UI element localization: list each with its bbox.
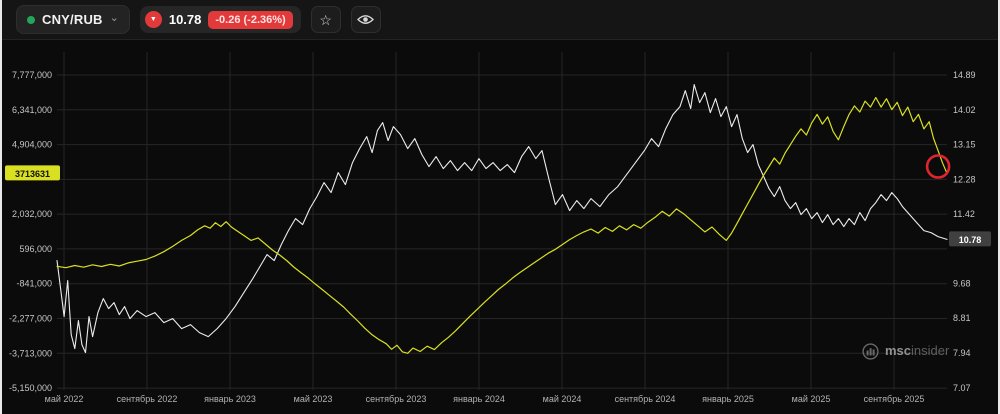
svg-text:8.81: 8.81 xyxy=(953,313,971,323)
star-icon: ☆ xyxy=(319,11,332,28)
watchlist-button[interactable] xyxy=(350,6,381,33)
svg-text:сентябрь 2023: сентябрь 2023 xyxy=(366,394,427,404)
favorite-button[interactable]: ☆ xyxy=(310,6,341,33)
symbol-label: CNY/RUB xyxy=(42,12,103,27)
svg-text:-841,000: -841,000 xyxy=(16,279,52,289)
svg-text:13.15: 13.15 xyxy=(953,140,976,150)
toolbar: CNY/RUB ⌄ ▼ 10.78 -0.26 (-2.36%) ☆ xyxy=(2,0,998,40)
svg-text:сентябрь 2022: сентябрь 2022 xyxy=(117,394,178,404)
svg-text:14.02: 14.02 xyxy=(953,105,976,115)
svg-text:январь 2023: январь 2023 xyxy=(204,394,256,404)
last-price: 10.78 xyxy=(168,12,202,27)
svg-text:4,904,000: 4,904,000 xyxy=(12,140,52,150)
svg-text:10.78: 10.78 xyxy=(959,235,982,245)
svg-text:11.42: 11.42 xyxy=(953,209,975,219)
svg-text:май 2023: май 2023 xyxy=(294,394,333,404)
market-open-dot xyxy=(27,15,35,24)
arrow-down-icon: ▼ xyxy=(144,11,162,28)
svg-text:6,341,000: 6,341,000 xyxy=(12,105,52,115)
price-change: -0.26 (-2.36%) xyxy=(208,10,293,29)
svg-text:3713631: 3713631 xyxy=(15,169,50,179)
svg-text:7,777,000: 7,777,000 xyxy=(12,70,52,80)
chevron-down-icon: ⌄ xyxy=(109,11,119,24)
svg-text:-3,713,000: -3,713,000 xyxy=(9,348,52,358)
svg-text:май 2022: май 2022 xyxy=(45,394,84,404)
svg-text:январь 2024: январь 2024 xyxy=(453,394,505,404)
svg-text:7.94: 7.94 xyxy=(953,348,971,358)
svg-text:сентябрь 2025: сентябрь 2025 xyxy=(864,394,925,404)
svg-text:-5,150,000: -5,150,000 xyxy=(9,383,52,393)
svg-text:14.89: 14.89 xyxy=(953,70,976,80)
svg-text:2,032,000: 2,032,000 xyxy=(12,209,52,219)
svg-text:май 2024: май 2024 xyxy=(543,394,582,404)
svg-text:596,000: 596,000 xyxy=(19,244,52,254)
svg-text:12.28: 12.28 xyxy=(953,174,976,184)
svg-text:май 2025: май 2025 xyxy=(792,394,831,404)
svg-text:7.07: 7.07 xyxy=(953,383,971,393)
svg-text:сентябрь 2024: сентябрь 2024 xyxy=(615,394,676,404)
symbol-selector[interactable]: CNY/RUB ⌄ xyxy=(16,5,130,34)
svg-text:-2,277,000: -2,277,000 xyxy=(9,314,52,324)
svg-text:9.68: 9.68 xyxy=(953,278,971,288)
eye-icon xyxy=(357,15,375,24)
price-change-badge: ▼ 10.78 -0.26 (-2.36%) xyxy=(139,6,301,33)
svg-text:январь 2025: январь 2025 xyxy=(702,394,754,404)
